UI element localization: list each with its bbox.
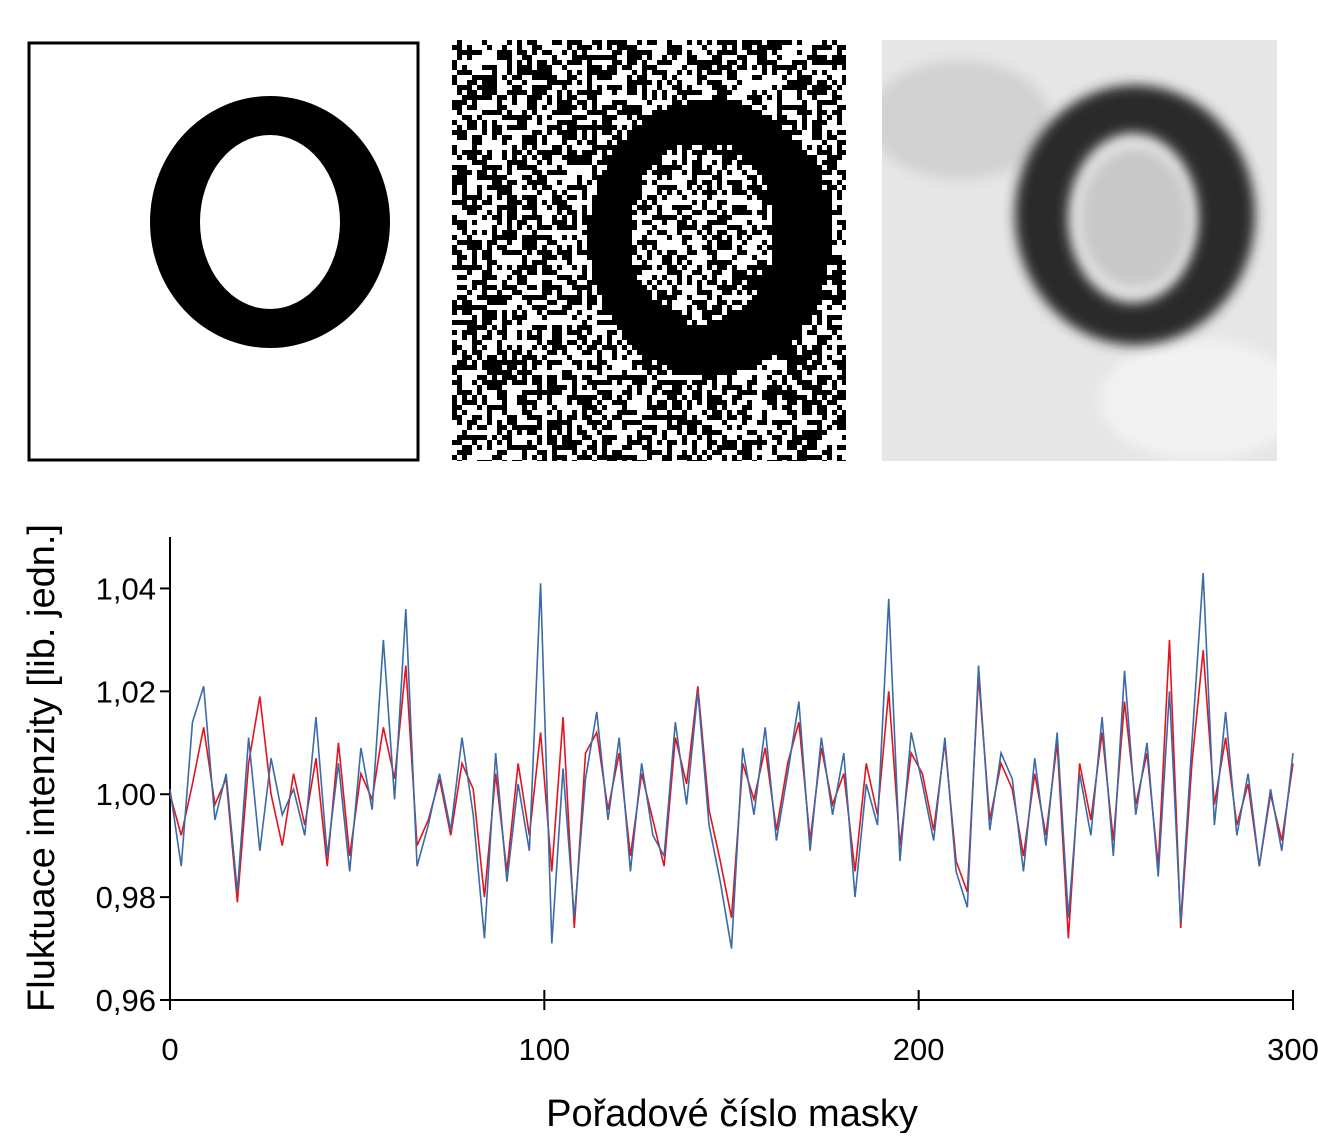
letter-o-blurred	[1015, 85, 1255, 345]
x-tick-label: 100	[518, 1032, 570, 1067]
panel-reconstruction	[882, 40, 1277, 461]
y-tick-label: 1,02	[96, 674, 156, 709]
series-line	[169, 639, 1294, 939]
x-tick-label: 200	[893, 1032, 945, 1067]
panel-noisy	[452, 40, 846, 461]
noise-pixels	[452, 40, 846, 461]
y-tick-label: 0,96	[96, 983, 156, 1018]
letter-o	[150, 96, 390, 348]
series-line	[169, 572, 1294, 949]
x-tick-label: 0	[161, 1032, 178, 1067]
y-axis-label: Fluktuace intenzity [lib. jedn.]	[21, 524, 63, 1012]
x-axis-label: Pořadové číslo masky	[546, 1093, 918, 1133]
x-tick-label: 300	[1267, 1032, 1318, 1067]
y-tick-label: 0,98	[96, 880, 156, 915]
y-tick-label: 1,04	[96, 571, 156, 606]
shade	[1100, 340, 1277, 460]
plot-area: 0,96 0,98 1,00 1,02 1,04 0 100 200 300	[96, 571, 1318, 1067]
y-tick-label: 1,00	[96, 777, 156, 812]
shade	[882, 60, 1050, 180]
inner-shade	[1080, 148, 1190, 288]
